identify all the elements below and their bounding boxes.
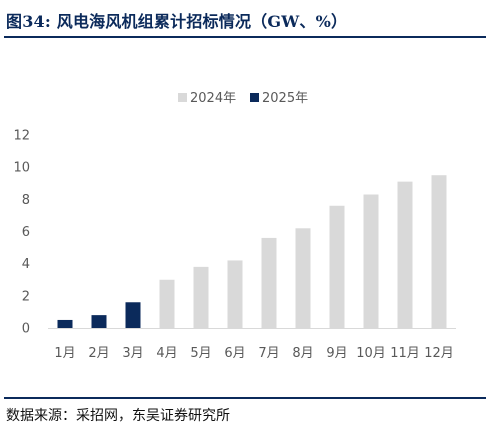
- figure-title: 图34: 风电海风机组累计招标情况（GW、%）: [6, 12, 348, 31]
- x-tick-label: 2月: [88, 346, 109, 361]
- x-tick-label: 9月: [326, 346, 347, 361]
- x-tick-label: 1月: [54, 346, 75, 361]
- y-tick-label: 12: [13, 129, 30, 144]
- source-note: 数据来源：采招网，东吴证券研究所: [6, 408, 230, 424]
- bar-2024-8: [295, 228, 311, 328]
- y-tick-label: 2: [22, 289, 30, 304]
- legend-swatch-2025: [250, 93, 259, 102]
- y-tick-label: 10: [13, 161, 30, 176]
- bars: [57, 175, 447, 328]
- title-rule: [4, 36, 486, 38]
- bar-2024-6: [227, 260, 243, 328]
- y-tick-label: 4: [22, 257, 30, 272]
- y-tick-label: 0: [22, 322, 30, 337]
- y-tick-label: 8: [22, 193, 30, 208]
- y-tick-label: 6: [22, 225, 30, 240]
- x-tick-label: 8月: [292, 346, 313, 361]
- x-tick-label: 10月: [356, 346, 386, 361]
- legend-label-2025: 2025年: [262, 91, 308, 106]
- y-axis-ticks: 0 2 4 6 8 10 12: [13, 129, 30, 337]
- bar-2024-12: [431, 175, 447, 328]
- legend-label-2024: 2024年: [190, 91, 236, 106]
- bar-2024-11: [397, 181, 413, 328]
- legend-swatch-2024: [178, 93, 187, 102]
- x-tick-label: 3月: [122, 346, 143, 361]
- bar-2024-7: [261, 237, 277, 328]
- source-rule: [4, 397, 486, 399]
- x-tick-label: 12月: [424, 346, 454, 361]
- x-tick-label: 5月: [190, 346, 211, 361]
- bar-2025-2: [91, 315, 107, 328]
- x-tick-label: 4月: [156, 346, 177, 361]
- bar-2024-10: [363, 194, 379, 328]
- bar-2024-5: [193, 266, 209, 328]
- x-tick-label: 6月: [224, 346, 245, 361]
- bar-2024-4: [159, 279, 175, 328]
- bar-2025-1: [57, 319, 73, 328]
- bar-2025-3: [125, 302, 141, 328]
- bar-2024-9: [329, 205, 345, 328]
- x-tick-label: 11月: [390, 346, 420, 361]
- x-tick-label: 7月: [258, 346, 279, 361]
- legend: 2024年 2025年: [178, 91, 308, 106]
- x-axis-ticks: 1月 2月 3月 4月 5月 6月 7月 8月 9月 10月 11月 12月: [54, 346, 453, 361]
